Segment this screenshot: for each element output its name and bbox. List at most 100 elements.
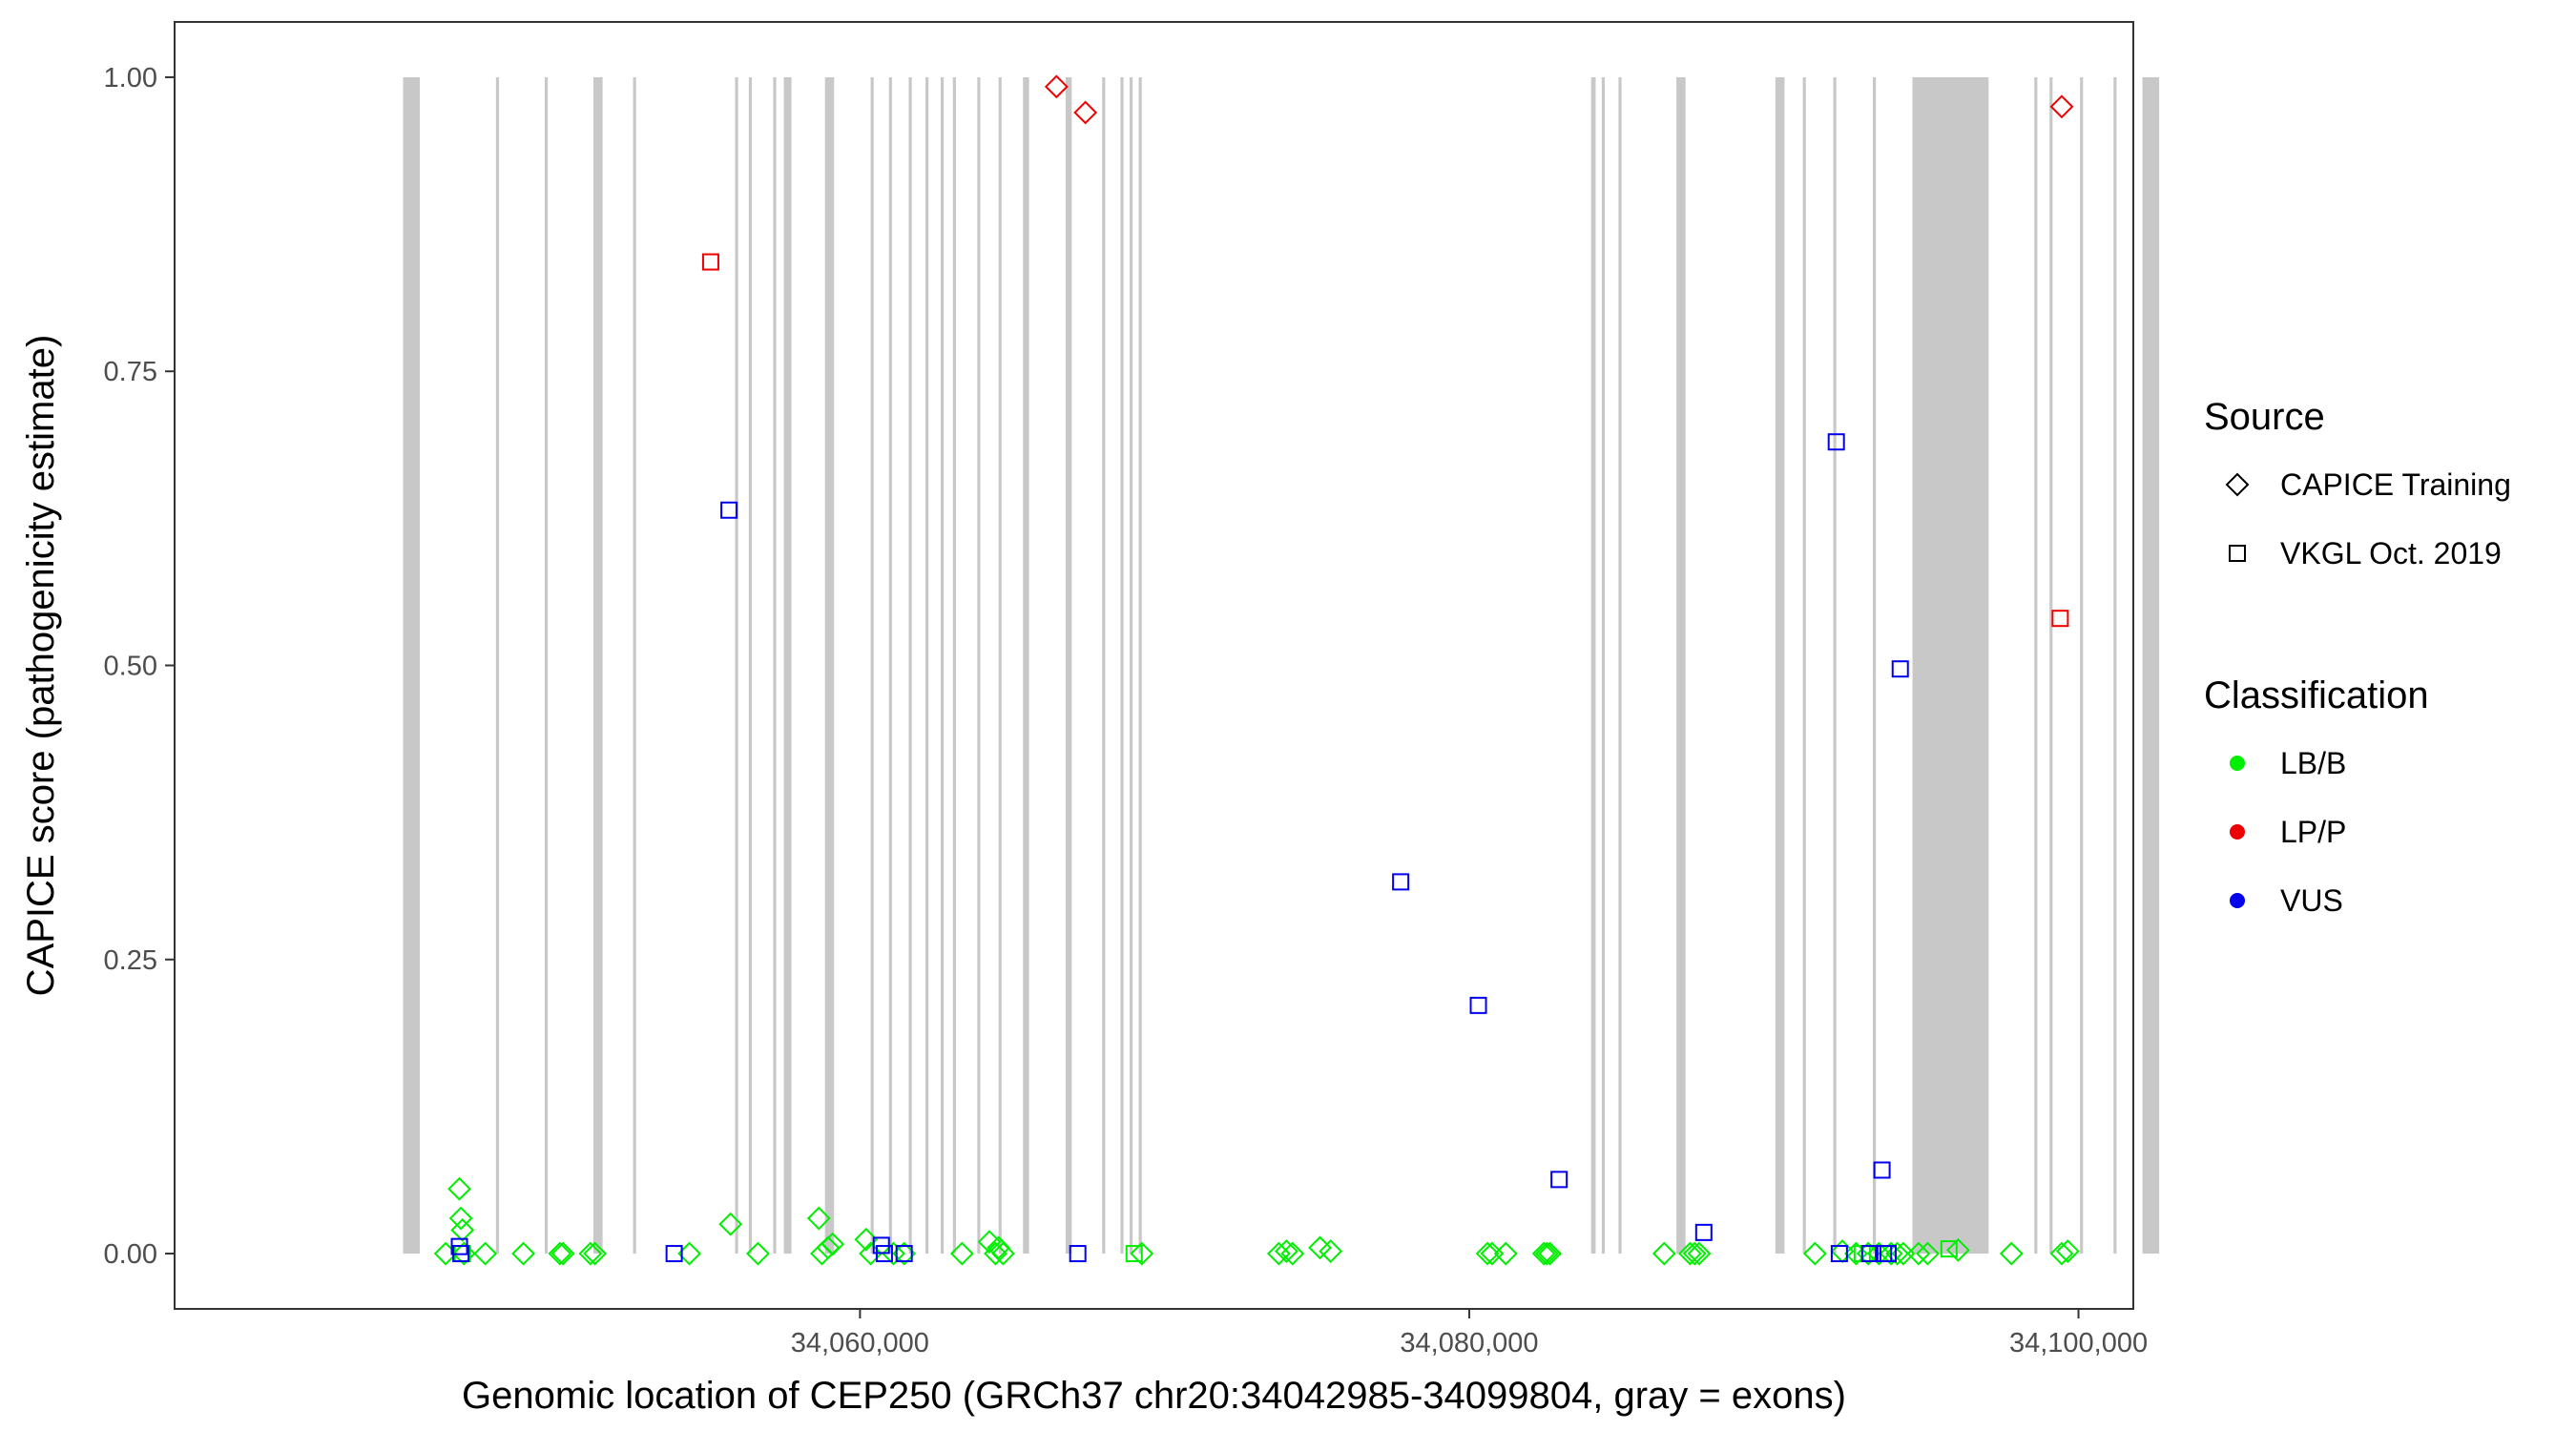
data-point-diamond [1044, 74, 1069, 99]
data-point-diamond [1906, 1241, 1931, 1266]
data-point-square [701, 253, 719, 271]
data-point-diamond [1916, 1241, 1940, 1266]
data-point-diamond [1280, 1241, 1305, 1266]
exon-band [1065, 76, 1072, 1255]
data-point-diamond [821, 1232, 845, 1256]
data-point-square [2051, 610, 2069, 628]
exon-band [1590, 76, 1596, 1255]
exon-band [1129, 76, 1133, 1255]
data-point-diamond [1130, 1241, 1154, 1266]
y-tick-label: 0.50 [104, 652, 157, 682]
exon-band [1601, 76, 1606, 1255]
data-point-diamond [718, 1212, 743, 1236]
legend-source-label: VKGL Oct. 2019 [2280, 536, 2502, 570]
y-tick-label: 0.75 [104, 357, 157, 387]
y-tick-label: 0.25 [104, 945, 157, 976]
y-axis-title: CAPICE score (pathogenicity estimate) [20, 335, 62, 997]
axes: 0.00 0.25 0.50 0.75 1.00 34,060,000 34,080,000… [104, 63, 2149, 1358]
data-point-diamond [511, 1241, 535, 1266]
data-point-diamond [1531, 1241, 1556, 1266]
data-point-square [875, 1245, 893, 1263]
exon-band [735, 76, 738, 1255]
data-point-diamond [1493, 1241, 1518, 1266]
data-point-diamond [1879, 1241, 1903, 1266]
legend-source-label: CAPICE Training [2280, 467, 2511, 502]
data-point-diamond [551, 1241, 575, 1266]
exon-band [870, 76, 874, 1255]
data-point-diamond [1678, 1241, 1702, 1266]
y-tick-label: 0.00 [104, 1239, 157, 1270]
data-point-diamond [2049, 94, 2074, 119]
data-point-diamond [1866, 1241, 1891, 1266]
data-point-diamond [1538, 1241, 1562, 1266]
data-point-diamond [1274, 1239, 1298, 1263]
x-tick-label: 34,100,000 [2009, 1328, 2148, 1358]
data-point-diamond [447, 1176, 471, 1201]
data-point-square [1830, 1245, 1848, 1263]
data-point-square [452, 1245, 470, 1263]
data-point-diamond [1652, 1241, 1676, 1266]
data-point-diamond [882, 1241, 905, 1266]
exon-band [748, 76, 753, 1255]
data-point-diamond [2055, 1239, 2080, 1263]
data-point-diamond [2049, 1241, 2074, 1266]
exon-band [1120, 76, 1124, 1255]
data-point-square [1891, 660, 1909, 678]
data-point-square [1940, 1240, 1958, 1258]
x-tick-label: 34,060,000 [791, 1328, 929, 1358]
exon-band [1023, 76, 1029, 1255]
data-point-diamond [746, 1241, 770, 1266]
data-point-diamond [806, 1206, 831, 1231]
exon-band [2142, 76, 2160, 1255]
exon-band [773, 76, 777, 1255]
exon-band [633, 76, 636, 1255]
legend-classification-label: VUS [2280, 883, 2343, 918]
x-axis-title: Genomic location of CEP250 (GRCh37 chr20… [462, 1375, 1846, 1417]
legend-classification-label: LP/P [2280, 815, 2346, 849]
exon-band [1833, 76, 1837, 1255]
exon-band [952, 76, 956, 1255]
data-point-diamond [473, 1241, 498, 1266]
exon-band [1873, 76, 1877, 1255]
panel-border [174, 21, 2134, 1310]
data-point-diamond [1534, 1241, 1559, 1266]
data-point-diamond [1802, 1241, 1827, 1266]
exon-band [783, 76, 792, 1255]
data-point-square [1469, 996, 1487, 1014]
exon-band [941, 76, 945, 1255]
data-point-square [895, 1245, 913, 1263]
data-point-square [1694, 1223, 1713, 1241]
data-point-square [1827, 433, 1845, 451]
exon-band [2049, 76, 2053, 1255]
exon-band [1102, 76, 1106, 1255]
data-point-diamond [1475, 1241, 1500, 1266]
data-point-square [665, 1245, 683, 1263]
data-point-diamond [1319, 1239, 1343, 1263]
data-point-diamond [1682, 1241, 1707, 1266]
exon-band [1802, 76, 1806, 1255]
data-point-diamond [548, 1241, 572, 1266]
legend-source-title: Source [2204, 396, 2325, 438]
data-point-square [1873, 1161, 1891, 1179]
exon-bands [403, 76, 2160, 1255]
data-point-diamond [1073, 100, 1098, 125]
exon-band [544, 76, 549, 1255]
data-point-square [1392, 873, 1410, 891]
legend-key-diamond [2225, 472, 2250, 497]
data-points [433, 74, 2080, 1266]
exon-band [1618, 76, 1622, 1255]
exon-band [495, 76, 500, 1255]
data-point-diamond [583, 1241, 608, 1266]
data-point-square [1069, 1245, 1087, 1263]
exon-band [977, 76, 981, 1255]
data-point-diamond [448, 1206, 473, 1231]
data-point-diamond [854, 1227, 879, 1252]
exon-band [403, 76, 421, 1255]
data-point-square [1879, 1245, 1897, 1263]
data-point-diamond [1687, 1241, 1712, 1266]
exon-band [998, 76, 1002, 1255]
data-point-square [720, 501, 738, 519]
data-point-diamond [1945, 1237, 1970, 1262]
exon-band [824, 76, 835, 1255]
